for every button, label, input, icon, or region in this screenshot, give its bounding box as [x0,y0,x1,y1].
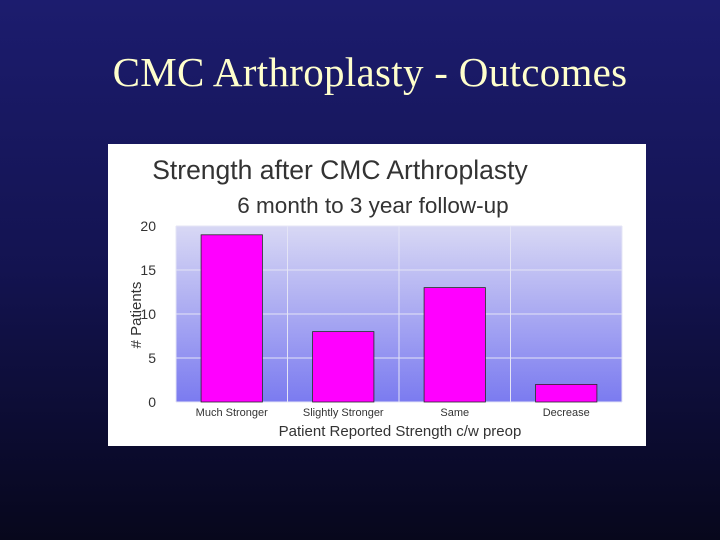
y-tick-label: 20 [140,218,156,234]
bar-chart: Strength after CMC Arthroplasty 6 month … [108,144,646,446]
bar-much-stronger [200,234,263,403]
chart-canvas: Strength after CMC Arthroplasty 6 month … [128,155,623,440]
slide-title: CMC Arthroplasty - Outcomes [112,49,628,95]
x-category-labels: Much Stronger Slightly Stronger Same Decrea… [196,407,590,419]
x-category-label: Slightly Stronger [303,407,384,419]
chart-subtitle: 6 month to 3 year follow-up [237,193,508,218]
y-tick-label: 0 [148,394,156,410]
chart-title: Strength after CMC Arthroplasty [152,155,528,185]
bar-same [423,287,486,403]
bars [200,234,598,403]
y-tick-label: 15 [140,262,156,278]
x-category-label: Decrease [543,407,590,419]
y-axis-label: # Patients [128,282,145,349]
x-category-label: Much Stronger [196,407,268,419]
y-tick-label: 10 [140,306,156,322]
y-tick-labels: 0 5 10 15 20 [140,218,156,410]
y-tick-label: 5 [148,350,156,366]
x-category-label: Same [440,407,469,419]
x-axis-label: Patient Reported Strength c/w preop [279,423,522,440]
bar-slightly-stronger [312,331,375,403]
bar-decrease [535,383,598,403]
